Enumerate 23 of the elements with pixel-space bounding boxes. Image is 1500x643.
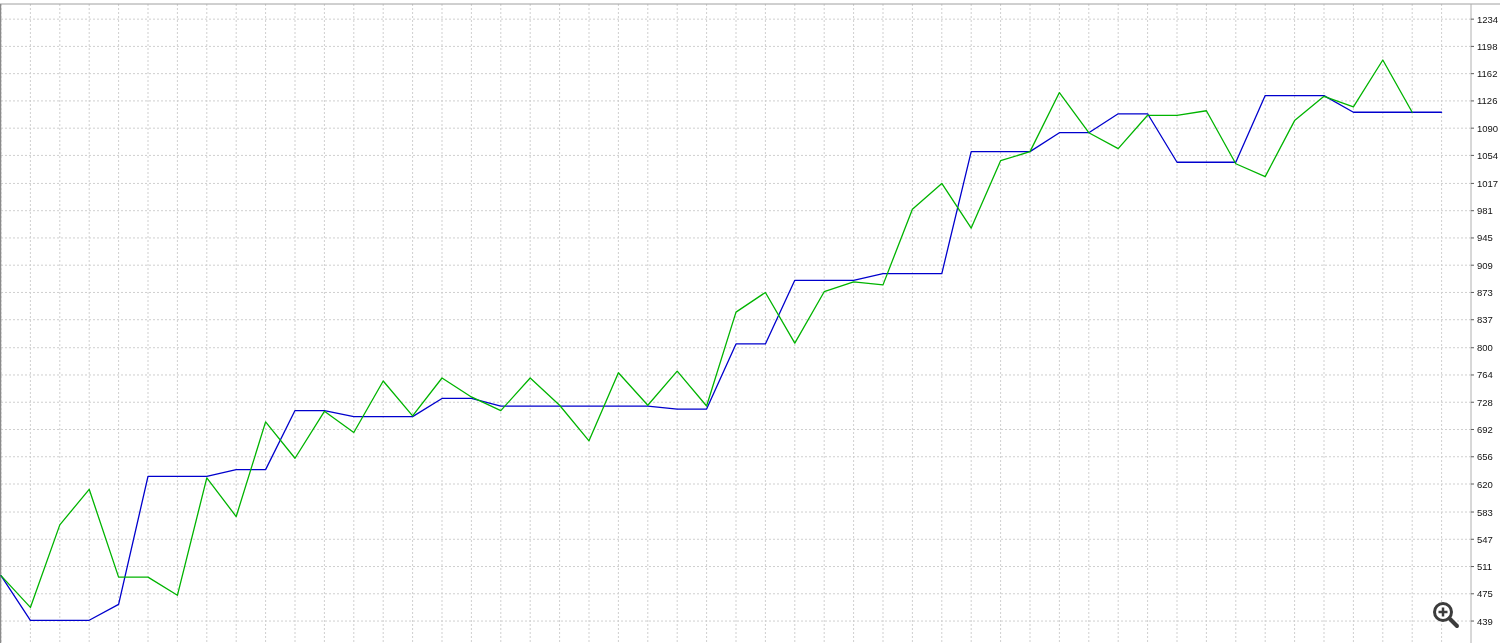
y-tick-label: 547 [1477, 533, 1493, 545]
y-tick-label: 764 [1477, 369, 1493, 381]
y-tick-label: 1162 [1477, 68, 1498, 80]
y-tick-label: 945 [1477, 232, 1493, 244]
y-tick-label: 1126 [1477, 95, 1498, 107]
y-tick-label: 800 [1477, 342, 1493, 354]
y-tick-label: 475 [1477, 588, 1493, 600]
y-tick-label: 909 [1477, 259, 1493, 271]
y-tick-label: 1017 [1477, 177, 1499, 189]
y-tick-label: 1090 [1477, 122, 1499, 134]
y-tick-label: 1054 [1477, 149, 1499, 161]
y-tick-label: 439 [1477, 615, 1493, 627]
y-tick-label: 656 [1477, 451, 1493, 463]
y-tick-label: 728 [1477, 396, 1493, 408]
y-tick-label: 873 [1477, 286, 1493, 298]
y-tick-label: 1234 [1477, 13, 1499, 25]
y-tick-label: 1198 [1477, 40, 1498, 52]
y-tick-label: 692 [1477, 424, 1493, 435]
y-tick-label: 620 [1477, 478, 1493, 490]
y-tick-label: 583 [1477, 506, 1493, 518]
y-tick-label: 837 [1477, 314, 1493, 326]
y-tick-label: 981 [1477, 205, 1493, 217]
y-tick-label: 511 [1477, 561, 1493, 573]
